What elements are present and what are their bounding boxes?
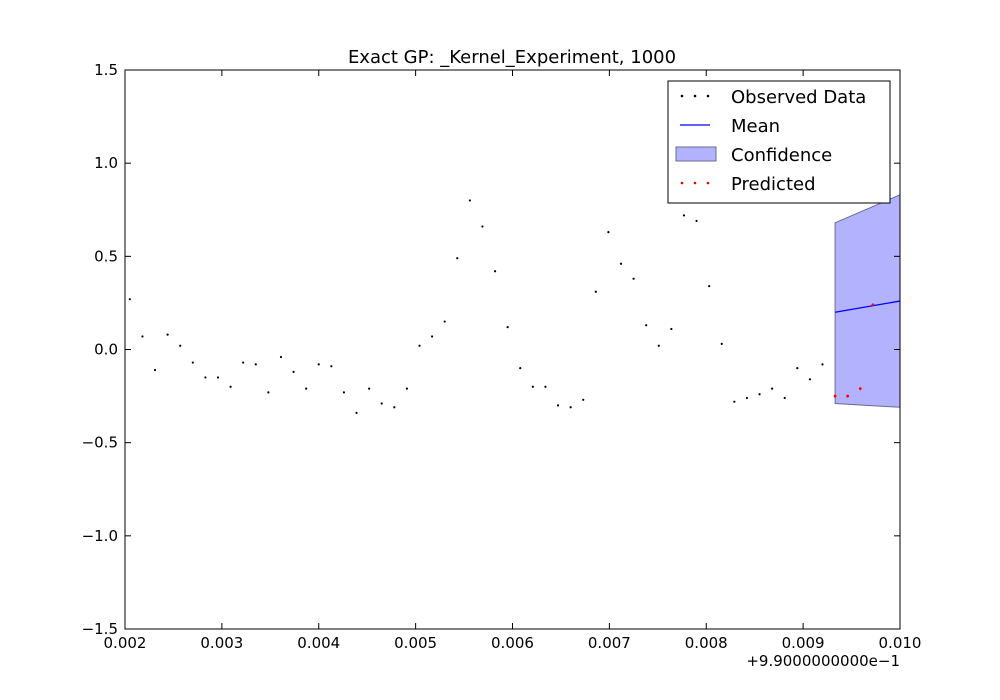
observed-point: [569, 406, 572, 409]
y-tick-label: 0.0: [94, 341, 118, 359]
observed-point: [481, 225, 484, 228]
chart-title: Exact GP: _Kernel_Experiment, 1000: [348, 47, 676, 68]
observed-point: [216, 376, 220, 379]
axes: 0.002 0.003 0.004 0.005 0.006 0.007 0.008 0.009…: [82, 61, 922, 652]
observed-point: [556, 404, 560, 407]
x-tick-label: 0.005: [394, 634, 437, 652]
y-tick-label: −0.5: [82, 434, 118, 452]
observed-point: [632, 277, 635, 280]
y-tick-label: 1.5: [94, 61, 118, 79]
observed-point: [619, 262, 623, 265]
observed-point: [594, 290, 597, 293]
x-tick-label: 0.010: [879, 634, 922, 652]
legend-marker-predicted: [693, 181, 697, 185]
observed-point: [242, 361, 245, 364]
y-tick-label: 0.5: [94, 247, 118, 265]
observed-point: [368, 387, 371, 390]
predicted-point: [846, 394, 850, 398]
legend-marker-observed-data: [693, 94, 697, 98]
x-tick-label: 0.008: [685, 634, 728, 652]
observed-point: [393, 406, 396, 409]
legend-marker-predicted: [706, 181, 710, 185]
observed-point: [821, 363, 824, 366]
observed-point: [317, 363, 320, 366]
observed-point: [493, 270, 497, 273]
observed-point: [808, 378, 812, 381]
observed-point: [267, 391, 270, 394]
legend-marker-observed-data: [706, 94, 710, 98]
legend-box: [667, 80, 891, 204]
legend-label-predicted: Predicted: [731, 174, 816, 195]
x-tick-label: 0.006: [491, 634, 534, 652]
x-tick-label: 0.009: [782, 634, 825, 652]
observed-point: [292, 370, 295, 373]
observed-point: [254, 363, 257, 366]
observed-point: [771, 387, 774, 390]
observed-point: [682, 214, 686, 217]
y-tick-label: −1.5: [82, 620, 118, 638]
legend-marker-predicted: [680, 181, 684, 185]
observed-point: [330, 365, 333, 368]
predicted-point: [858, 387, 862, 391]
observed-point: [229, 385, 232, 388]
observed-point: [733, 400, 736, 403]
observed-point: [430, 335, 434, 338]
x-axis-offset-label: +9.9000000000e−1: [746, 652, 900, 670]
predicted-point: [833, 394, 837, 398]
observed-point: [279, 355, 283, 359]
observed-point: [153, 368, 157, 372]
confidence-band: [834, 194, 900, 408]
x-tick-label: 0.002: [104, 634, 147, 652]
observed-point: [607, 231, 610, 234]
observed-point: [179, 344, 182, 347]
observed-point: [783, 396, 786, 400]
x-tick-label: 0.004: [297, 634, 340, 652]
predicted-point: [871, 303, 875, 307]
observed-point: [519, 367, 522, 370]
observed-point: [355, 411, 358, 414]
y-tick-label: 1.0: [94, 154, 118, 172]
observed-point: [544, 385, 547, 388]
legend-marker-confidence: [675, 146, 717, 162]
observed-point: [670, 327, 673, 331]
mean-line: [834, 300, 900, 313]
observed-point: [191, 361, 194, 364]
observed-point: [695, 219, 698, 223]
legend-label-mean: Mean: [731, 116, 780, 137]
observed-point: [456, 257, 459, 260]
observed-point: [506, 326, 509, 329]
observed-point: [531, 385, 534, 388]
legend: Observed Data Mean Confidence Predicted: [667, 80, 891, 204]
legend-label-observed-data: Observed Data: [731, 87, 866, 108]
observed-point: [645, 324, 648, 327]
observed-point: [468, 199, 471, 202]
observed-point: [128, 298, 131, 301]
x-tick-label: 0.003: [200, 634, 243, 652]
x-tick-label: 0.007: [588, 634, 631, 652]
observed-point: [657, 344, 660, 347]
observed-point: [720, 342, 723, 346]
observed-point: [380, 402, 383, 405]
observed-point: [582, 398, 585, 401]
observed-point: [405, 387, 409, 390]
observed-point: [443, 320, 446, 323]
observed-point: [745, 396, 749, 400]
observed-point: [342, 391, 346, 394]
y-tick-label: −1.0: [82, 527, 118, 545]
observed-point: [796, 367, 799, 370]
observed-point: [166, 333, 169, 336]
plot-area: [128, 194, 900, 414]
observed-point: [305, 387, 308, 390]
legend-marker-observed-data: [680, 94, 684, 98]
observed-point: [758, 393, 761, 396]
legend-label-confidence: Confidence: [731, 145, 832, 166]
observed-point: [418, 344, 421, 347]
observed-point: [141, 335, 144, 338]
observed-point: [708, 285, 711, 288]
observed-point: [204, 376, 207, 379]
